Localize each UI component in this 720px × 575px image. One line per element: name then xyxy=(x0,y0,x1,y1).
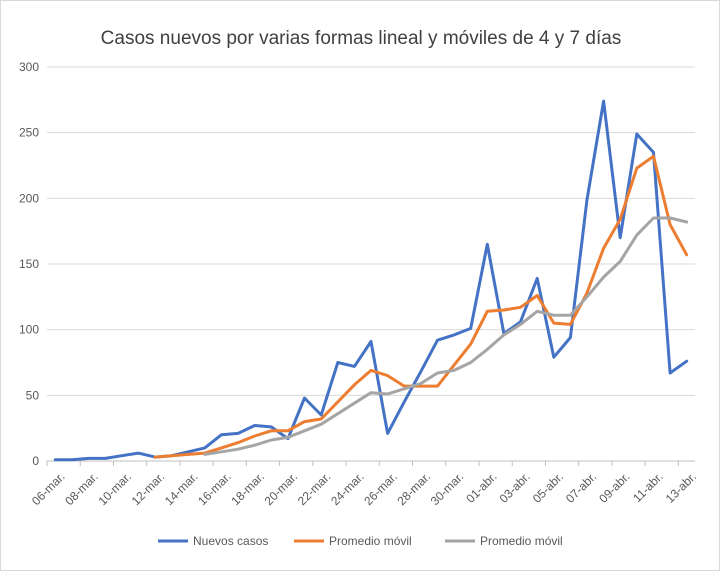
x-tick-label: 12-mar. xyxy=(129,469,168,508)
y-tick-label: 50 xyxy=(26,388,40,402)
x-tick-label: 09-abr. xyxy=(596,469,632,505)
legend-label: Nuevos casos xyxy=(193,534,268,548)
series-line-1 xyxy=(153,154,689,459)
x-tick-label: 22-mar. xyxy=(295,469,334,508)
x-tick-label: 24-mar. xyxy=(328,469,367,508)
y-tick-label: 100 xyxy=(19,323,39,337)
x-tick-label: 11-abr. xyxy=(630,469,666,505)
x-tick-label: 03-abr. xyxy=(497,469,533,505)
series-line-2 xyxy=(203,216,689,456)
x-tick-label: 30-mar. xyxy=(428,469,467,508)
y-tick-label: 250 xyxy=(19,126,39,140)
x-tick-label: 01-abr. xyxy=(463,469,499,505)
legend-label: Promedio móvil xyxy=(480,534,563,548)
y-tick-label: 300 xyxy=(19,60,39,74)
x-tick-label: 20-mar. xyxy=(262,469,301,508)
x-tick-label: 06-mar. xyxy=(29,469,68,508)
y-tick-label: 0 xyxy=(32,454,39,468)
x-tick-label: 28-mar. xyxy=(395,469,434,508)
x-tick-label: 10-mar. xyxy=(95,469,134,508)
x-tick-label: 18-mar. xyxy=(228,469,267,508)
x-tick-label: 26-mar. xyxy=(361,469,400,508)
x-tick-label: 13-abr. xyxy=(663,469,699,505)
x-tick-label: 07-abr. xyxy=(563,469,599,505)
y-tick-label: 150 xyxy=(19,257,39,271)
x-tick-label: 08-mar. xyxy=(62,469,101,508)
x-tick-label: 16-mar. xyxy=(195,469,234,508)
x-tick-label: 05-abr. xyxy=(530,469,566,505)
legend-label: Promedio móvil xyxy=(329,534,412,548)
chart-title: Casos nuevos por varias formas lineal y … xyxy=(101,28,622,49)
x-tick-label: 14-mar. xyxy=(162,469,201,508)
y-tick-label: 200 xyxy=(19,191,39,205)
